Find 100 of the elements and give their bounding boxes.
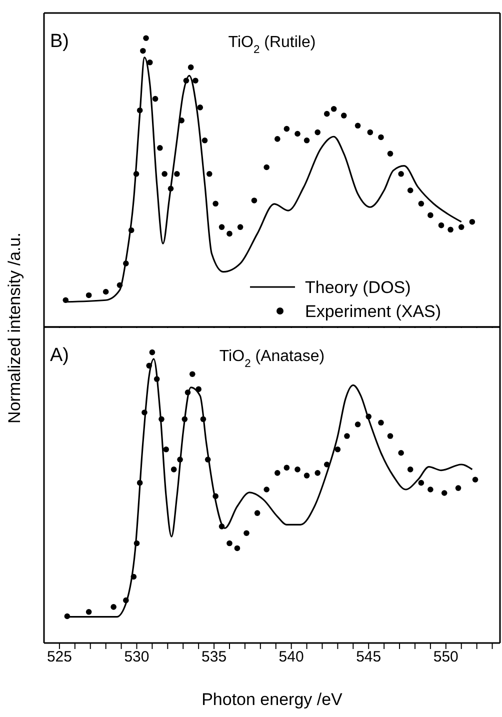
point <box>218 524 225 530</box>
point <box>418 480 424 486</box>
point <box>128 227 134 234</box>
point <box>102 288 109 295</box>
point <box>398 450 404 456</box>
point <box>234 545 240 552</box>
point <box>304 137 310 144</box>
point <box>142 410 148 416</box>
point <box>367 129 374 136</box>
point <box>174 171 180 177</box>
point <box>64 613 70 620</box>
point <box>202 137 208 144</box>
point <box>324 462 330 468</box>
point <box>123 597 129 604</box>
point <box>294 130 300 137</box>
point <box>469 218 476 225</box>
annotation: TiO$_{2}$ (Rutile) <box>228 34 316 56</box>
point <box>407 466 414 472</box>
point <box>251 198 258 204</box>
point <box>62 297 69 304</box>
x-tick-label: 550 <box>433 648 458 666</box>
point <box>344 433 350 439</box>
point <box>140 48 146 54</box>
point <box>116 282 123 288</box>
legend-label: Experiment (XAS) <box>305 302 442 321</box>
point <box>146 59 153 66</box>
point <box>354 421 361 428</box>
point <box>378 420 384 426</box>
point <box>204 456 211 462</box>
annotation: B) <box>50 31 69 52</box>
point <box>183 78 190 84</box>
x-tick-label: 540 <box>278 648 304 666</box>
point <box>324 110 330 117</box>
point <box>387 150 394 157</box>
point <box>218 224 225 230</box>
x-tick-label: 535 <box>202 648 227 666</box>
point <box>86 292 92 298</box>
point <box>158 416 164 422</box>
point <box>387 433 394 439</box>
point <box>110 604 116 610</box>
x-tick-label: 530 <box>124 648 150 666</box>
point <box>212 200 218 207</box>
point <box>192 78 198 84</box>
point <box>197 104 204 110</box>
point <box>398 171 404 177</box>
point <box>438 222 444 228</box>
point <box>157 145 163 151</box>
point <box>448 226 454 233</box>
point <box>143 35 149 42</box>
point <box>123 260 129 266</box>
point <box>162 171 168 177</box>
point <box>366 414 372 420</box>
point <box>168 186 174 192</box>
point <box>284 126 290 132</box>
point <box>418 200 424 207</box>
legend-label: Theory (DOS) <box>305 278 411 297</box>
point <box>152 96 158 102</box>
point <box>455 485 462 491</box>
point <box>314 470 320 476</box>
point <box>264 164 270 170</box>
point <box>340 112 347 118</box>
point <box>226 230 232 237</box>
point <box>184 390 191 396</box>
point <box>154 376 160 382</box>
x-tick-label: 525 <box>46 648 72 666</box>
point <box>354 122 361 129</box>
point <box>146 362 152 369</box>
point <box>136 480 143 486</box>
point <box>441 490 448 496</box>
point <box>264 486 270 492</box>
point <box>136 107 143 114</box>
point <box>274 470 280 476</box>
point <box>378 134 384 140</box>
point <box>428 212 434 218</box>
annotation: A) <box>50 345 69 366</box>
point <box>314 129 320 136</box>
point <box>212 493 218 500</box>
point <box>274 136 280 142</box>
point <box>182 416 188 422</box>
x-tick-label: 545 <box>356 648 382 666</box>
point <box>237 224 244 230</box>
point <box>130 574 137 580</box>
point <box>458 224 464 230</box>
point <box>149 349 156 356</box>
point <box>178 118 184 124</box>
point <box>294 466 300 472</box>
point <box>134 540 140 546</box>
point <box>407 187 414 194</box>
point <box>284 464 290 471</box>
point <box>170 466 177 472</box>
point <box>163 446 170 452</box>
point <box>428 486 434 492</box>
point <box>200 416 206 422</box>
point <box>189 371 196 377</box>
annotation: TiO$_{2}$ (Anatase) <box>219 348 325 370</box>
point <box>226 540 232 546</box>
point <box>177 456 183 462</box>
point <box>254 510 260 516</box>
point <box>304 472 310 478</box>
y-axis-title: Normalized intensity /a.u. <box>5 232 24 424</box>
